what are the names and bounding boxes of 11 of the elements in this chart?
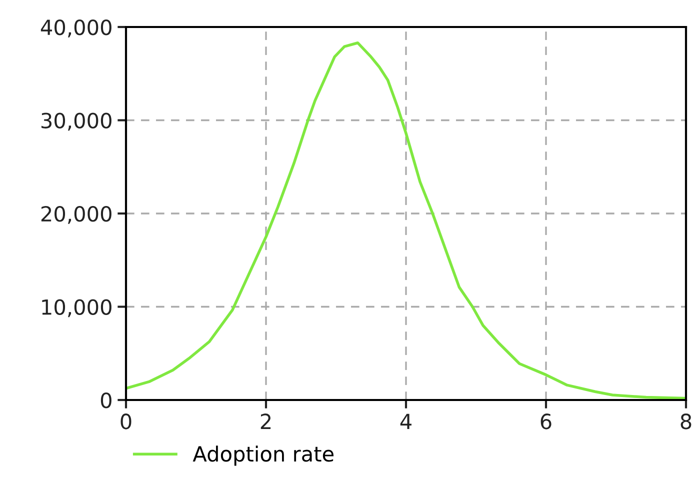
x-tick-label: 6	[540, 414, 552, 430]
y-tick-label: 20,000	[41, 206, 112, 224]
x-tick-label: 8	[680, 414, 692, 430]
y-tick-label: 40,000	[40, 19, 112, 38]
y-tick-label: 10,000	[42, 299, 112, 318]
x-tick-label: 2	[260, 414, 271, 430]
y-tick-label: 0	[100, 392, 112, 408]
x-tick-label: 4	[400, 414, 412, 430]
x-tick-label: 0	[120, 414, 132, 430]
legend-label: Adoption rate	[192, 446, 334, 466]
y-tick-label: 30,000	[41, 112, 112, 131]
